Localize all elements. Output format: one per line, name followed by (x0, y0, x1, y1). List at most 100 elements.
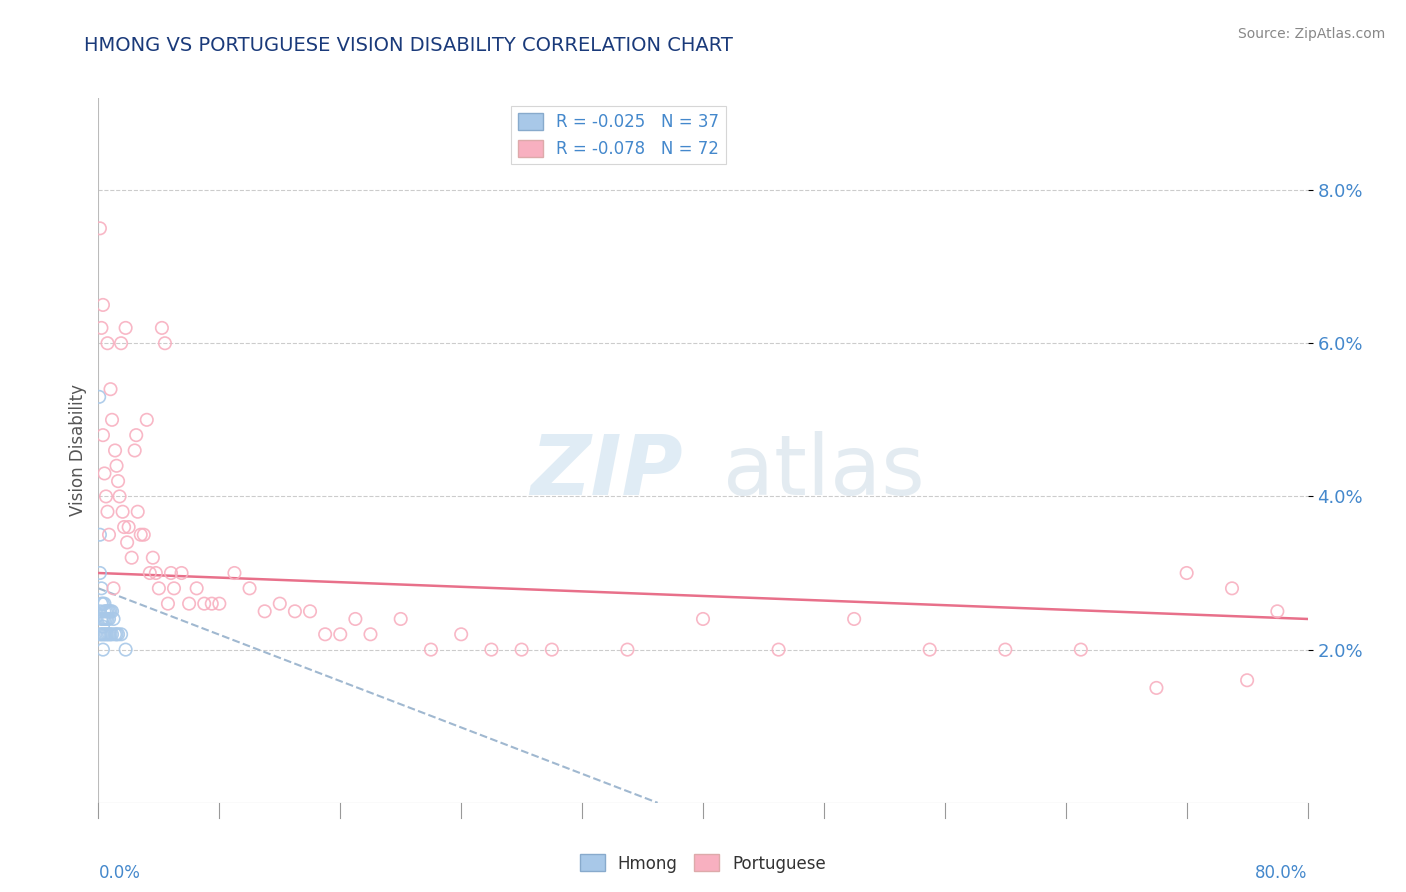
Point (107, 627, 129, 641)
Point (1175, 566, 1198, 580)
Point (93, 467, 115, 481)
Point (91, 428, 114, 442)
Point (104, 627, 127, 641)
Point (93, 612, 115, 626)
Point (90, 597, 112, 611)
Point (201, 597, 224, 611)
Point (91, 298, 114, 312)
Point (98, 612, 121, 626)
Point (1070, 642, 1092, 657)
Point (142, 550, 165, 565)
Text: 0.0%: 0.0% (98, 864, 141, 882)
Point (90, 321, 112, 335)
Point (148, 582, 170, 596)
Point (121, 550, 143, 565)
Text: atlas: atlas (723, 431, 925, 512)
Point (153, 336, 176, 351)
Point (114, 642, 136, 657)
Point (96, 604, 118, 618)
Point (98, 627, 121, 641)
Point (224, 566, 246, 580)
Text: 80.0%: 80.0% (1256, 864, 1308, 882)
Point (111, 505, 134, 519)
Point (124, 443, 146, 458)
Point (481, 642, 503, 657)
Point (91, 612, 114, 626)
Point (1236, 673, 1258, 688)
Point (89, 627, 111, 641)
Point (692, 612, 714, 626)
Point (139, 566, 162, 580)
Point (91, 619, 114, 633)
Point (616, 642, 638, 657)
Point (96, 612, 118, 626)
Point (96, 336, 118, 351)
Point (93, 627, 115, 641)
Point (105, 458, 128, 473)
Point (91, 597, 114, 611)
Point (89, 390, 111, 404)
Point (101, 413, 124, 427)
Point (284, 604, 307, 618)
Point (163, 582, 186, 596)
Point (98, 527, 121, 541)
Point (89, 604, 111, 618)
Point (135, 413, 157, 427)
Point (96, 505, 118, 519)
Y-axis label: Vision Disability: Vision Disability (69, 384, 87, 516)
Point (179, 597, 201, 611)
Point (107, 474, 129, 488)
Point (91, 627, 114, 641)
Point (186, 582, 208, 596)
Legend: R = -0.025   N = 37, R = -0.078   N = 72: R = -0.025 N = 37, R = -0.078 N = 72 (510, 106, 725, 164)
Point (94, 612, 117, 626)
Point (160, 566, 183, 580)
Point (269, 597, 291, 611)
Point (1220, 582, 1243, 596)
Point (90, 627, 112, 641)
Point (314, 627, 336, 641)
Point (1144, 681, 1167, 695)
Point (918, 642, 941, 657)
Point (540, 642, 562, 657)
Point (94, 604, 117, 618)
Point (90, 612, 112, 626)
Point (299, 604, 322, 618)
Point (110, 627, 132, 641)
Point (125, 428, 148, 442)
Point (344, 612, 367, 626)
Point (94, 490, 117, 504)
Point (101, 604, 124, 618)
Point (1267, 604, 1289, 618)
Point (768, 642, 790, 657)
Point (103, 582, 125, 596)
Point (91, 642, 114, 657)
Point (89, 527, 111, 541)
Point (156, 597, 179, 611)
Point (98, 604, 121, 618)
Point (193, 597, 215, 611)
Point (100, 382, 122, 396)
Point (145, 566, 167, 580)
Point (239, 582, 262, 596)
Point (104, 443, 127, 458)
Point (93, 597, 115, 611)
Point (114, 321, 136, 335)
Point (90, 582, 112, 596)
Point (844, 612, 866, 626)
Point (389, 612, 412, 626)
Point (96, 627, 118, 641)
Point (127, 505, 149, 519)
Point (129, 527, 152, 541)
Point (93, 604, 115, 618)
Point (118, 520, 141, 534)
Point (360, 627, 382, 641)
Point (132, 527, 155, 541)
Point (450, 627, 472, 641)
Point (89, 566, 111, 580)
Point (208, 597, 231, 611)
Text: ZIP: ZIP (530, 431, 682, 512)
Legend: Hmong, Portuguese: Hmong, Portuguese (572, 847, 834, 880)
Text: HMONG VS PORTUGUESE VISION DISABILITY CORRELATION CHART: HMONG VS PORTUGUESE VISION DISABILITY CO… (84, 36, 734, 54)
Point (108, 490, 131, 504)
